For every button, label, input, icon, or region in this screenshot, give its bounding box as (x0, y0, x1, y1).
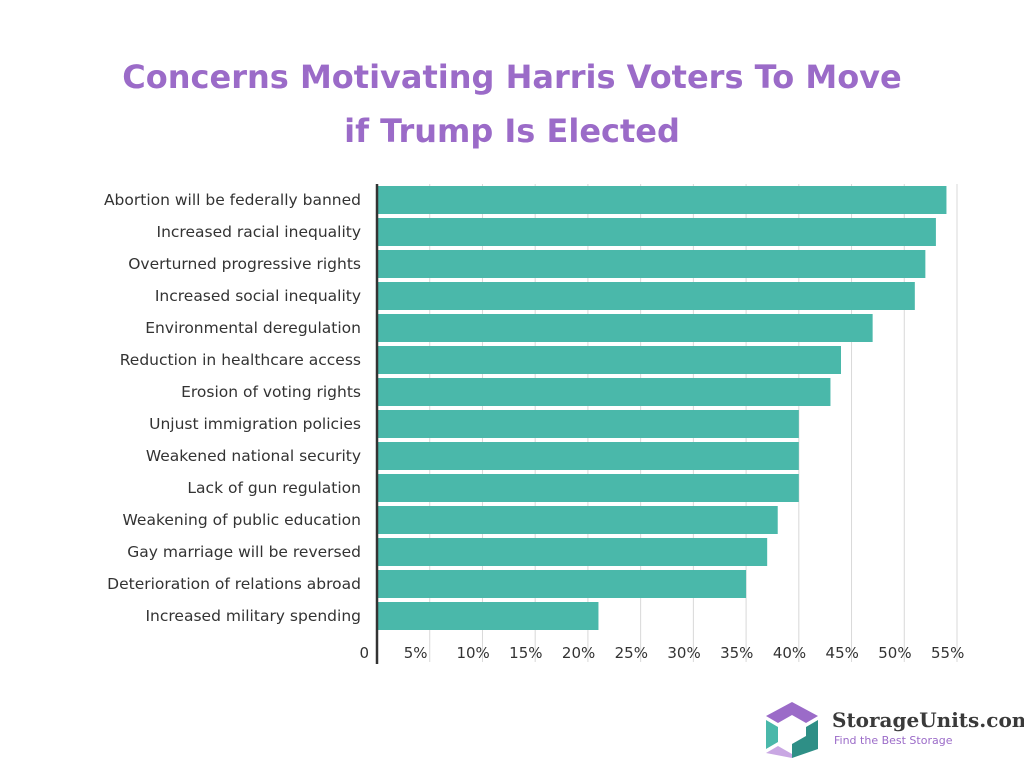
bar[interactable] (377, 442, 799, 470)
x-tick-label: 25% (615, 644, 648, 662)
bar[interactable] (377, 314, 873, 342)
x-tick-label: 35% (720, 644, 753, 662)
category-label: Increased military spending (145, 607, 361, 625)
x-tick-label: 30% (667, 644, 700, 662)
bar[interactable] (377, 570, 747, 598)
x-tick-label: 0 (359, 644, 369, 662)
brand-name: StorageUnits.com (832, 708, 1024, 732)
category-label: Reduction in healthcare access (120, 351, 361, 369)
category-label: Weakened national security (146, 447, 361, 465)
x-tick-label: 45% (826, 644, 859, 662)
category-label: Gay marriage will be reversed (127, 543, 361, 561)
storage-cube-icon (766, 702, 818, 758)
chart-title-line-1: Concerns Motivating Harris Voters To Mov… (122, 58, 902, 96)
x-tick-label: 20% (562, 644, 595, 662)
category-label: Erosion of voting rights (181, 383, 361, 401)
x-tick-label: 50% (878, 644, 911, 662)
category-label: Overturned progressive rights (128, 255, 361, 273)
bar[interactable] (377, 346, 841, 374)
bar[interactable] (377, 538, 768, 566)
bar[interactable] (377, 218, 936, 246)
brand-tagline: Find the Best Storage (834, 734, 953, 747)
brand-logo[interactable]: StorageUnits.com Find the Best Storage (760, 700, 1024, 760)
bar[interactable] (377, 602, 599, 630)
bar[interactable] (377, 410, 799, 438)
x-tick-label: 15% (509, 644, 542, 662)
category-label: Increased racial inequality (157, 223, 361, 241)
chart-title: Concerns Motivating Harris Voters To Mov… (0, 50, 1024, 158)
category-label: Increased social inequality (155, 287, 361, 305)
x-tick-label: 40% (773, 644, 806, 662)
category-label: Unjust immigration policies (149, 415, 361, 433)
bar[interactable] (377, 282, 915, 310)
x-tick-label: 55% (931, 644, 964, 662)
x-tick-label: 10% (456, 644, 489, 662)
category-label: Deterioration of relations abroad (107, 575, 361, 593)
bar[interactable] (377, 474, 799, 502)
category-label: Weakening of public education (123, 511, 361, 529)
bar[interactable] (377, 186, 947, 214)
category-label: Environmental deregulation (145, 319, 361, 337)
bar[interactable] (377, 250, 926, 278)
bar[interactable] (377, 378, 831, 406)
category-label: Lack of gun regulation (187, 479, 361, 497)
x-tick-label: 5% (404, 644, 428, 662)
category-label: Abortion will be federally banned (104, 191, 361, 209)
bar[interactable] (377, 506, 778, 534)
chart-title-line-2: if Trump Is Elected (344, 112, 680, 150)
